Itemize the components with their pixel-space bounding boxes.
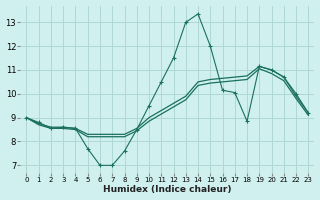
X-axis label: Humidex (Indice chaleur): Humidex (Indice chaleur)	[103, 185, 232, 194]
